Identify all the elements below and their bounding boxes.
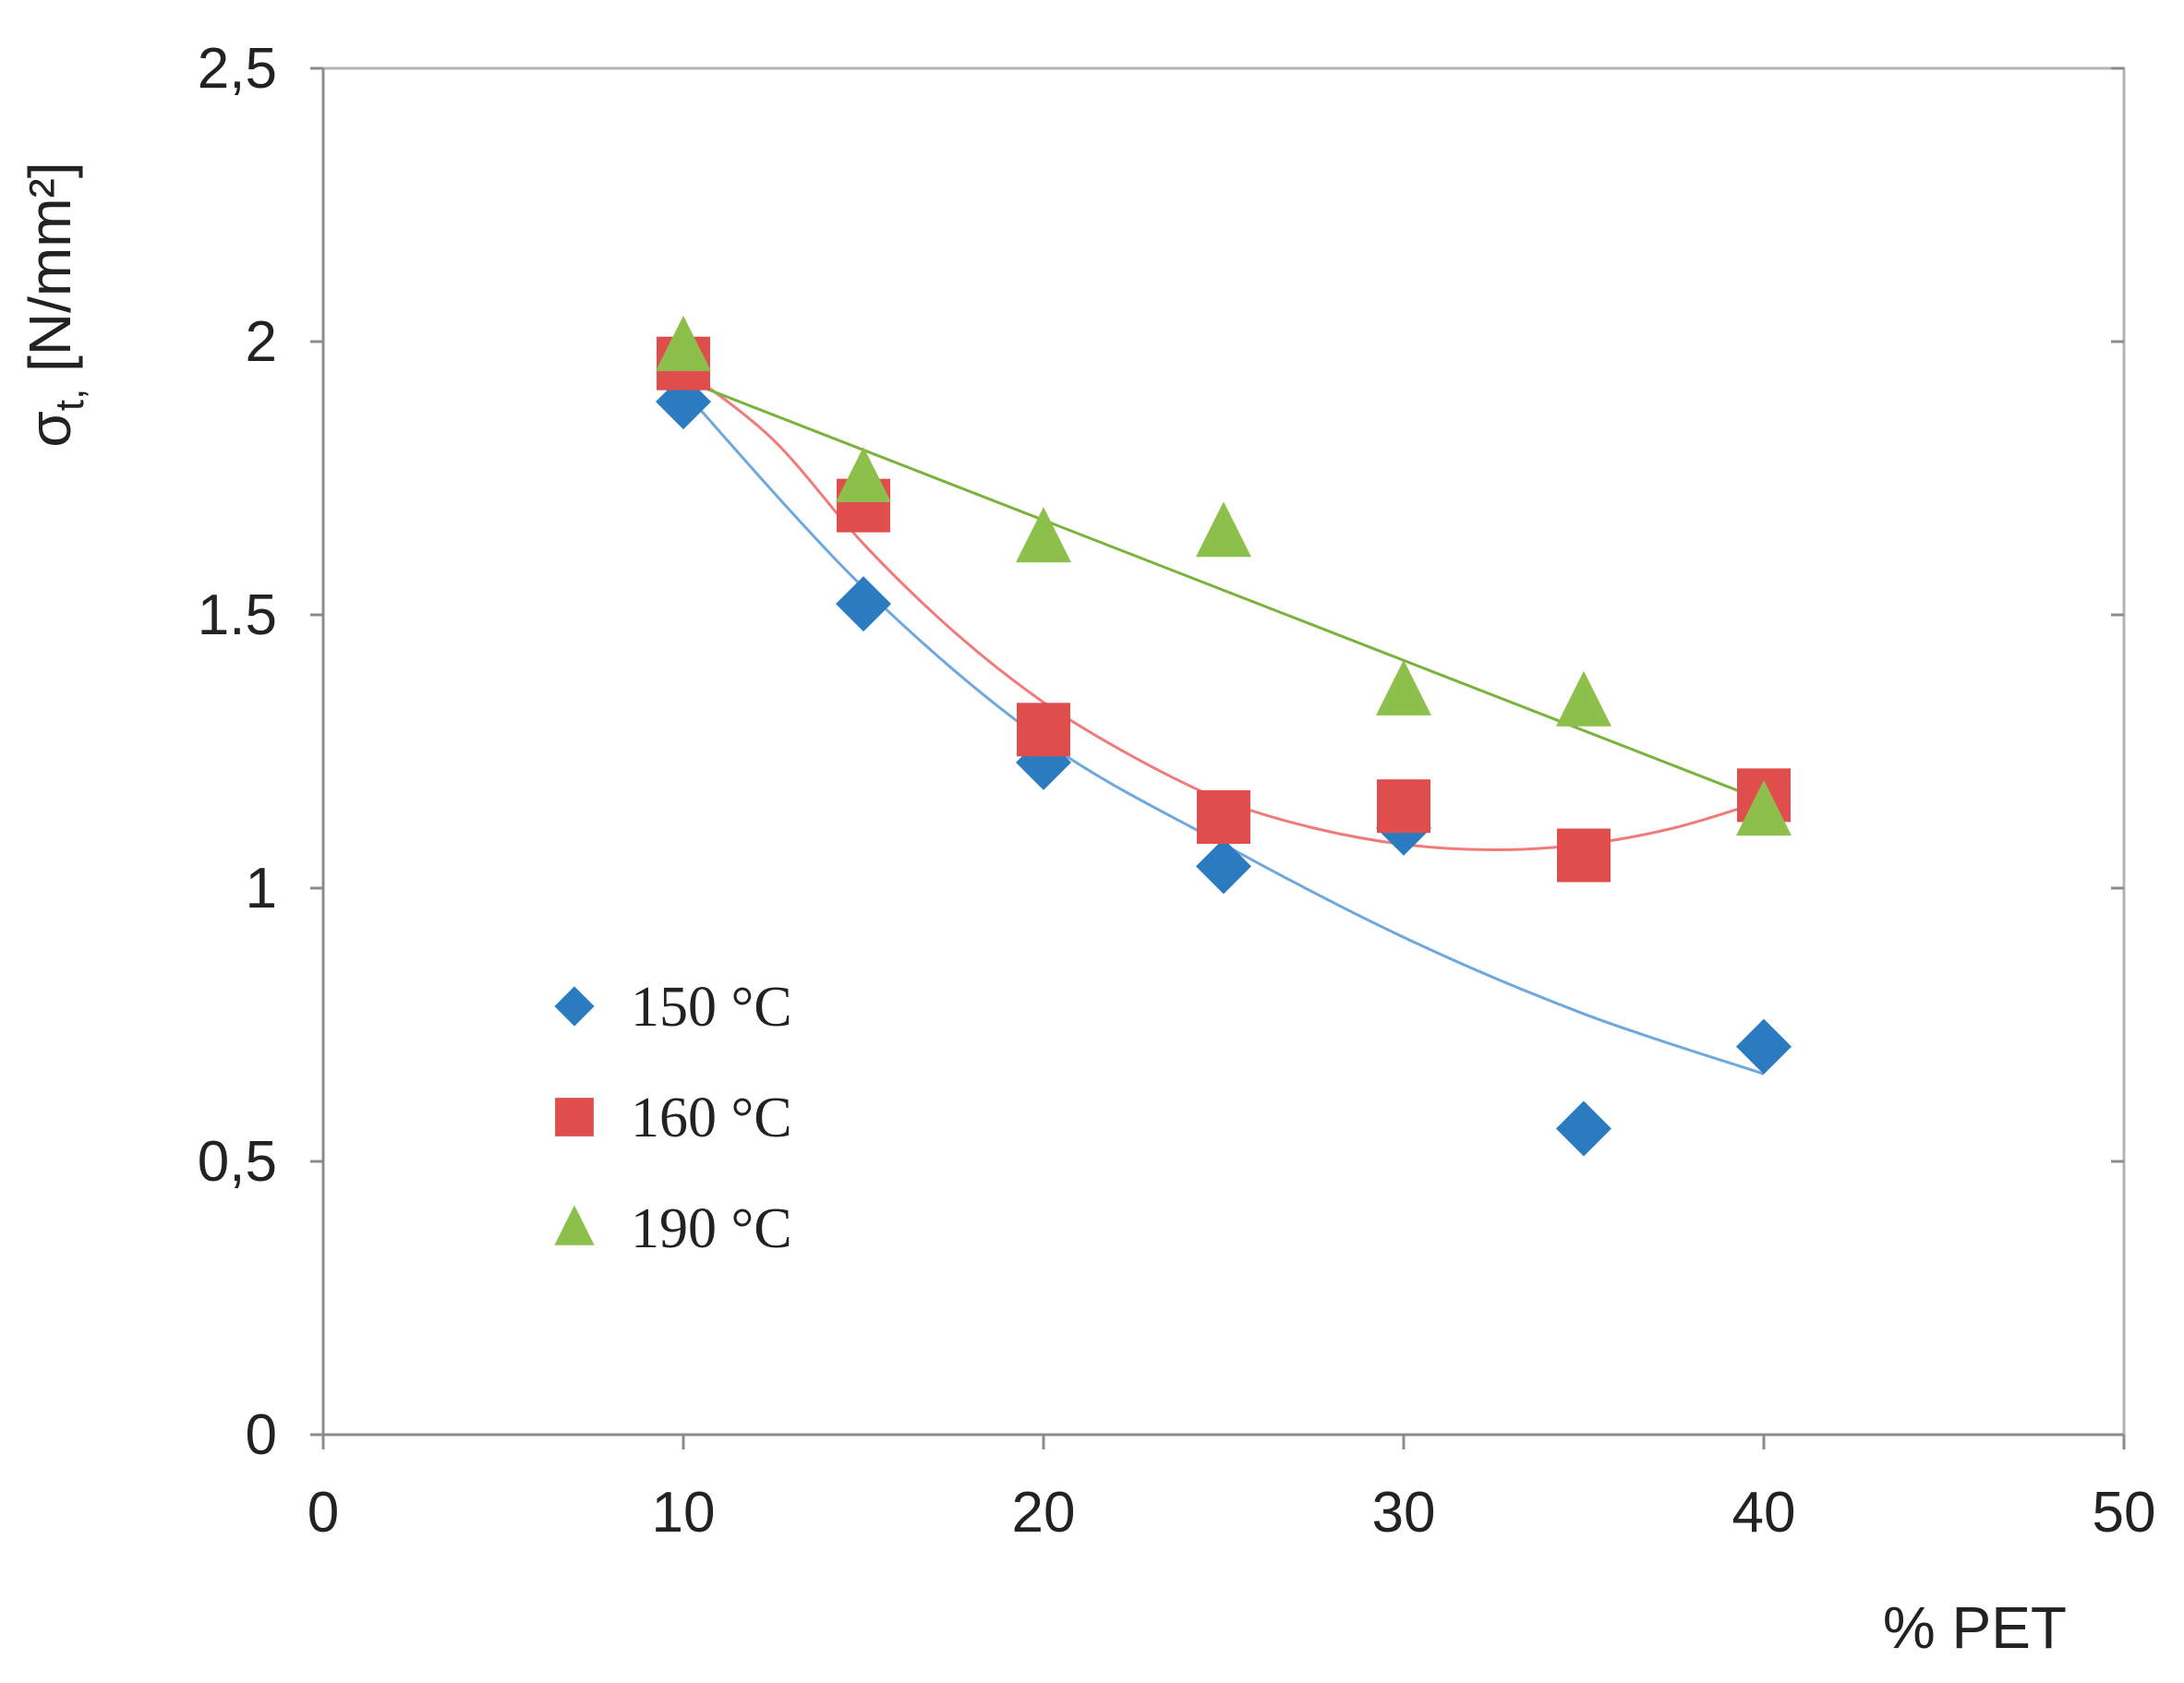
plot-frame	[321, 66, 2126, 1437]
x-tick-label-3: 30	[1372, 1481, 1436, 1545]
y-axis-title-units: [N/mm²]	[17, 162, 83, 388]
legend-marker-triangle-icon	[554, 1205, 595, 1245]
y-tick-label-2: 1	[246, 857, 277, 920]
legend-item-190: 190 °C	[554, 1197, 792, 1260]
point-s0-5	[1556, 1100, 1611, 1157]
x-tick-label-4: 40	[1732, 1481, 1796, 1545]
y-axis-title-symbol: σ	[17, 411, 83, 448]
x-axis-title: % PET	[1883, 1594, 2067, 1661]
legend-marker-shape-0	[554, 986, 595, 1027]
point-s1-4	[1377, 779, 1430, 834]
point-s0-1	[836, 576, 891, 632]
y-axis-title-subscript: t,	[47, 389, 92, 411]
point-s2-2	[1016, 507, 1071, 563]
point-s2-1	[836, 447, 891, 502]
legend-item-150: 150 °C	[554, 976, 792, 1039]
y-tick-label-0: 0	[246, 1403, 277, 1467]
legend-item-160: 160 °C	[555, 1087, 792, 1149]
legend-marker-shape-1	[555, 1098, 594, 1136]
trend-line-2	[682, 379, 1765, 802]
y-axis-ticks: 0 0,5 1 1.5 2 2,5	[198, 37, 2124, 1467]
x-tick-label-1: 10	[652, 1481, 716, 1545]
point-s2-4	[1376, 659, 1431, 715]
x-tick-label-0: 0	[308, 1481, 339, 1545]
point-s2-5	[1556, 670, 1611, 727]
point-s2-6	[1736, 780, 1792, 836]
point-s1-3	[1197, 790, 1250, 845]
point-s0-3	[1196, 838, 1251, 895]
data-markers	[656, 315, 1792, 1157]
x-axis-ticks: 0 10 20 30 40 50	[308, 1435, 2156, 1545]
point-s1-5	[1557, 828, 1611, 883]
x-tick-label-5: 50	[2093, 1481, 2156, 1545]
x-tick-label-2: 20	[1012, 1481, 1076, 1545]
point-s0-6	[1736, 1018, 1792, 1075]
y-axis-title: σt, [N/mm²]	[17, 162, 92, 447]
legend-marker-square-icon	[555, 1098, 594, 1136]
y-tick-label-1: 0,5	[198, 1130, 277, 1194]
legend-marker-diamond-icon	[554, 986, 595, 1027]
legend-label-190: 190 °C	[631, 1197, 792, 1260]
point-s2-0	[656, 315, 711, 371]
point-s2-3	[1196, 501, 1251, 558]
point-s1-2	[1017, 703, 1070, 757]
legend-label-150: 150 °C	[631, 976, 792, 1039]
legend: 150 °C 160 °C 190 °C	[554, 976, 792, 1260]
y-tick-label-3: 1.5	[198, 583, 277, 647]
legend-label-160: 160 °C	[631, 1087, 792, 1149]
y-tick-label-4: 2	[246, 310, 277, 374]
y-tick-label-5: 2,5	[198, 37, 277, 101]
legend-marker-shape-2	[554, 1205, 595, 1245]
